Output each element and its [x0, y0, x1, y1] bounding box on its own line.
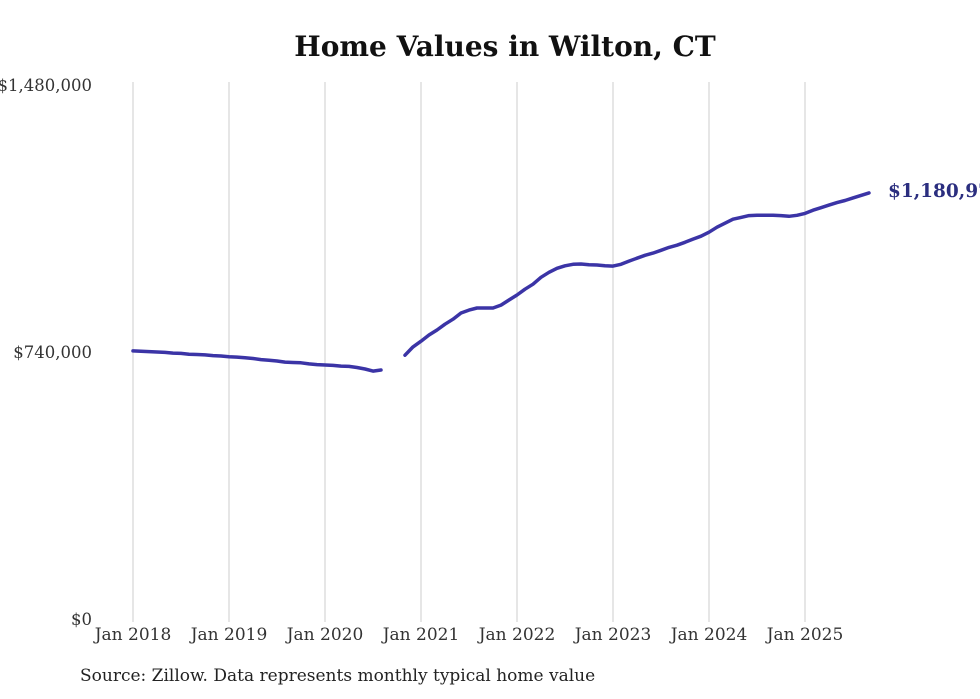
home-value-line	[131, 191, 871, 373]
y-tick-label: $0	[71, 610, 92, 629]
x-tick-label: Jan 2024	[669, 625, 748, 645]
x-tick-label: Jan 2021	[381, 625, 460, 645]
y-tick-label: $740,000	[13, 343, 92, 362]
source-note: Source: Zillow. Data represents monthly …	[80, 666, 596, 686]
chart-title: Home Values in Wilton, CT	[294, 30, 716, 63]
end-value-label: $1,180,97	[888, 181, 980, 202]
x-tick-label: Jan 2022	[477, 625, 556, 645]
x-tick-label: Jan 2019	[189, 625, 268, 645]
x-tick-label: Jan 2020	[285, 625, 364, 645]
x-tick-label: Jan 2023	[573, 625, 652, 645]
x-tick-label: Jan 2025	[765, 625, 844, 645]
y-tick-label: $1,480,000	[0, 76, 92, 95]
x-tick-label: Jan 2018	[93, 625, 172, 645]
